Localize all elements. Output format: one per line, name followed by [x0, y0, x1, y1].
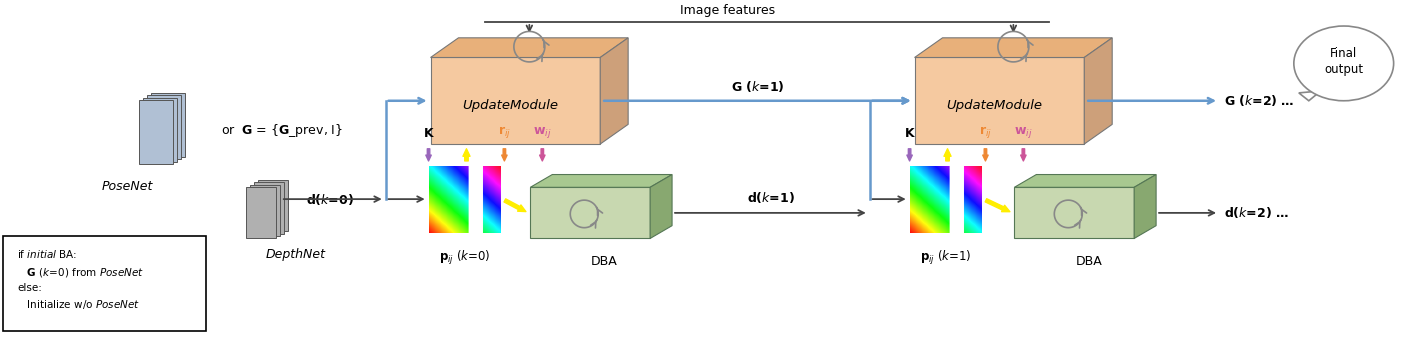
Polygon shape: [431, 57, 601, 144]
Polygon shape: [144, 98, 177, 162]
Text: $\mathbf{K}$: $\mathbf{K}$: [903, 127, 916, 140]
Text: if $\it{initial}$ BA:
   $\mathbf{G}$ ($k$=0) from $\it{PoseNet}$
else:
   Initi: if $\it{initial}$ BA: $\mathbf{G}$ ($k$=…: [17, 248, 145, 312]
FancyBboxPatch shape: [3, 237, 205, 331]
Polygon shape: [530, 187, 650, 238]
Polygon shape: [139, 100, 173, 164]
Text: UpdateModule: UpdateModule: [947, 99, 1043, 112]
Polygon shape: [530, 175, 673, 187]
Polygon shape: [148, 95, 182, 159]
Polygon shape: [1014, 175, 1157, 187]
Polygon shape: [250, 185, 280, 236]
Text: UpdateModule: UpdateModule: [463, 99, 559, 112]
Text: $\mathbf{d}$($k$=1): $\mathbf{d}$($k$=1): [747, 190, 795, 205]
Text: DepthNet: DepthNet: [266, 248, 326, 261]
Text: $\mathbf{d}$($k$=0): $\mathbf{d}$($k$=0): [305, 191, 353, 206]
Polygon shape: [151, 93, 186, 157]
Text: $\mathbf{r}_{ij}$: $\mathbf{r}_{ij}$: [498, 124, 511, 140]
Text: DBA: DBA: [1075, 255, 1102, 268]
Polygon shape: [1014, 187, 1134, 238]
Polygon shape: [650, 175, 673, 238]
Polygon shape: [1085, 38, 1112, 144]
Text: $\mathbf{K}$: $\mathbf{K}$: [422, 127, 435, 140]
Polygon shape: [257, 180, 288, 231]
Text: $\mathbf{p}_{ij}$ ($k$=0): $\mathbf{p}_{ij}$ ($k$=0): [439, 249, 490, 267]
Text: $\mathbf{p}_{ij}$ ($k$=1): $\mathbf{p}_{ij}$ ($k$=1): [920, 249, 971, 267]
Ellipse shape: [1294, 26, 1394, 101]
Text: or  $\mathbf{G}$ = {$\mathbf{G}$_prev, I}: or $\mathbf{G}$ = {$\mathbf{G}$_prev, I}: [221, 122, 343, 139]
Text: $\mathbf{r}_{ij}$: $\mathbf{r}_{ij}$: [979, 124, 992, 140]
Polygon shape: [915, 57, 1085, 144]
Text: Final
output: Final output: [1324, 47, 1363, 76]
Text: $\mathbf{G}$ ($k$=1): $\mathbf{G}$ ($k$=1): [730, 79, 784, 94]
Polygon shape: [1134, 175, 1157, 238]
Text: $\mathbf{w}_{ij}$: $\mathbf{w}_{ij}$: [533, 125, 552, 140]
Polygon shape: [253, 182, 284, 233]
Polygon shape: [246, 187, 276, 238]
Text: PoseNet: PoseNet: [101, 180, 152, 193]
Polygon shape: [601, 38, 628, 144]
Text: DBA: DBA: [591, 255, 618, 268]
Text: $\mathbf{w}_{ij}$: $\mathbf{w}_{ij}$: [1014, 125, 1033, 140]
Polygon shape: [915, 38, 1112, 57]
Text: $\mathbf{d}$($k$=2) …: $\mathbf{d}$($k$=2) …: [1224, 205, 1289, 220]
Polygon shape: [1299, 91, 1321, 101]
Text: Image features: Image features: [680, 4, 775, 17]
Text: $\mathbf{G}$ ($k$=2) …: $\mathbf{G}$ ($k$=2) …: [1224, 93, 1294, 108]
Polygon shape: [431, 38, 628, 57]
